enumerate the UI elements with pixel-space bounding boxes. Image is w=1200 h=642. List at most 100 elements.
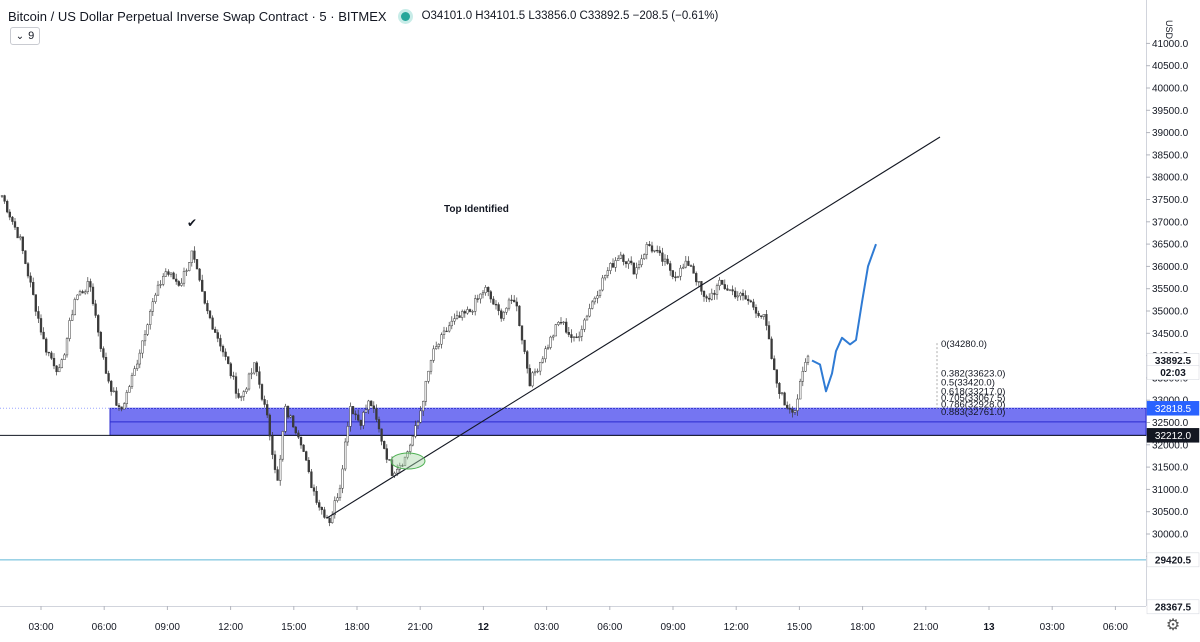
x-tick-label: 15:00 bbox=[281, 622, 306, 633]
gear-icon[interactable]: ⚙ bbox=[1165, 617, 1181, 634]
candle-body bbox=[783, 392, 786, 406]
candle-body bbox=[169, 272, 173, 275]
candle-body bbox=[427, 370, 430, 382]
candle-body bbox=[37, 311, 40, 319]
x-tick-label: 18:00 bbox=[344, 622, 369, 633]
candle-body bbox=[487, 287, 490, 292]
candle-body bbox=[648, 244, 651, 246]
trend-line[interactable] bbox=[326, 136, 941, 519]
candle-body bbox=[195, 259, 199, 270]
candle-body bbox=[562, 321, 565, 324]
candle-body bbox=[591, 301, 594, 309]
candle-body bbox=[159, 284, 162, 286]
candle-body bbox=[216, 332, 219, 339]
price-tag bbox=[1146, 401, 1200, 416]
candle-body bbox=[583, 319, 586, 330]
price-tag bbox=[1146, 365, 1200, 380]
candle-body bbox=[91, 286, 95, 305]
candle-body bbox=[117, 405, 121, 408]
y-tick-label: 36500.0 bbox=[1152, 240, 1189, 251]
symbol-title[interactable]: Bitcoin / US Dollar Perpetual Inverse Sw… bbox=[8, 8, 387, 24]
candle-body bbox=[645, 244, 648, 255]
candle-body bbox=[299, 436, 303, 446]
y-tick-label: 36000.0 bbox=[1152, 262, 1189, 273]
candle-body bbox=[494, 303, 498, 306]
candle-body bbox=[507, 299, 511, 309]
candle-body bbox=[632, 262, 635, 275]
candle-body bbox=[21, 236, 24, 252]
candle-body bbox=[128, 386, 131, 393]
top-identified-label[interactable]: Top Identified bbox=[444, 204, 509, 215]
candle-body bbox=[294, 426, 297, 434]
candle-body bbox=[775, 369, 778, 384]
candle-body bbox=[156, 284, 160, 296]
x-tick-label: 18:00 bbox=[850, 622, 875, 633]
candle-body bbox=[653, 249, 656, 252]
candle-body bbox=[268, 414, 271, 437]
candle-body bbox=[193, 250, 196, 260]
candle-body bbox=[754, 307, 758, 314]
candle-body bbox=[315, 490, 318, 503]
candle-body bbox=[362, 412, 365, 426]
candle-body bbox=[55, 365, 58, 373]
candle-body bbox=[276, 469, 279, 481]
candle-body bbox=[702, 291, 706, 297]
candle-body bbox=[16, 227, 19, 239]
candle-body bbox=[292, 415, 295, 428]
candle-body bbox=[310, 471, 313, 488]
price-tag bbox=[1146, 599, 1200, 615]
projection-path[interactable] bbox=[811, 243, 877, 393]
price-tag-label: 32818.5 bbox=[1155, 404, 1192, 415]
candle-body bbox=[614, 260, 617, 268]
candle-body bbox=[99, 331, 102, 349]
fib-level-label: 0.618(33217.0) bbox=[941, 387, 1005, 398]
candle-body bbox=[94, 303, 97, 316]
highlight-ellipse[interactable] bbox=[390, 452, 426, 470]
y-tick-label: 31000.0 bbox=[1152, 485, 1189, 496]
candle-body bbox=[331, 514, 334, 523]
y-tick-label: 37000.0 bbox=[1152, 217, 1189, 228]
y-tick-label: 34500.0 bbox=[1152, 329, 1189, 340]
candle-body bbox=[721, 279, 724, 285]
indicator-count: 9 bbox=[28, 30, 35, 42]
candle-body bbox=[786, 404, 789, 409]
candle-body bbox=[539, 361, 542, 372]
candle-body bbox=[279, 458, 282, 481]
candle-body bbox=[557, 322, 560, 325]
candle-body bbox=[73, 299, 76, 316]
candle-body bbox=[266, 404, 269, 416]
candle-body bbox=[240, 396, 243, 398]
candle-body bbox=[630, 260, 633, 264]
candle-body bbox=[203, 291, 206, 304]
candle-body bbox=[357, 414, 360, 421]
x-tick-label: 09:00 bbox=[660, 622, 685, 633]
candle-body bbox=[258, 371, 261, 385]
candle-body bbox=[110, 380, 113, 392]
candle-body bbox=[744, 295, 747, 300]
candle-body bbox=[133, 368, 136, 376]
candle-body bbox=[596, 295, 599, 299]
candle-body bbox=[206, 303, 209, 312]
candle-body bbox=[606, 270, 609, 276]
indicators-toggle[interactable]: ⌄ 9 bbox=[10, 27, 40, 45]
candle-body bbox=[112, 390, 115, 393]
candle-body bbox=[411, 436, 414, 446]
candle-body bbox=[448, 325, 451, 332]
x-tick-label: 06:00 bbox=[597, 622, 622, 633]
candle-body bbox=[778, 383, 781, 394]
candle-body bbox=[396, 469, 399, 474]
candle-body bbox=[559, 322, 563, 324]
candle-body bbox=[533, 371, 537, 374]
candle-body bbox=[102, 348, 105, 358]
candle-body bbox=[234, 376, 238, 394]
candle-body bbox=[344, 441, 347, 470]
candle-body bbox=[416, 421, 420, 426]
candle-body bbox=[328, 517, 331, 523]
candle-body bbox=[377, 419, 381, 430]
candle-body bbox=[24, 250, 27, 264]
candle-body bbox=[34, 294, 37, 312]
y-tick-label: 37500.0 bbox=[1152, 195, 1189, 206]
candle-body bbox=[333, 500, 336, 516]
candle-body bbox=[502, 311, 505, 319]
